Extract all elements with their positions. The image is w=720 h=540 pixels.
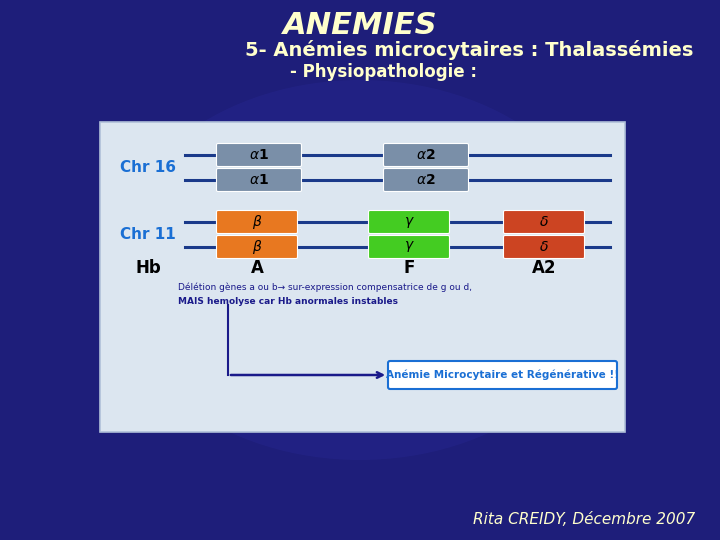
Text: $\gamma$: $\gamma$ (404, 240, 415, 254)
Text: $\alpha$2: $\alpha$2 (416, 148, 436, 162)
Text: Anémie Microcytaire et Régénérative !!: Anémie Microcytaire et Régénérative !! (386, 370, 619, 380)
Text: Rita CREIDY, Décembre 2007: Rita CREIDY, Décembre 2007 (473, 512, 695, 528)
FancyBboxPatch shape (217, 211, 297, 233)
FancyBboxPatch shape (217, 235, 297, 259)
FancyBboxPatch shape (388, 361, 617, 389)
FancyBboxPatch shape (503, 211, 585, 233)
Text: $\alpha$1: $\alpha$1 (249, 173, 269, 187)
Text: $\gamma$: $\gamma$ (404, 214, 415, 230)
Text: A: A (251, 259, 264, 277)
Text: Chr 11: Chr 11 (120, 227, 176, 242)
FancyBboxPatch shape (217, 144, 302, 166)
Text: $\alpha$1: $\alpha$1 (249, 148, 269, 162)
FancyBboxPatch shape (369, 211, 449, 233)
Text: $\beta$: $\beta$ (252, 213, 262, 231)
FancyBboxPatch shape (503, 235, 585, 259)
Text: ANEMIES: ANEMIES (283, 10, 437, 39)
Text: Chr 16: Chr 16 (120, 160, 176, 175)
Text: Délétion gènes a ou b→ sur-expression compensatrice de g ou d,: Délétion gènes a ou b→ sur-expression co… (178, 282, 472, 292)
Text: MAIS hemolyse car Hb anormales instables: MAIS hemolyse car Hb anormales instables (178, 296, 398, 306)
Text: $\alpha$2: $\alpha$2 (416, 173, 436, 187)
FancyBboxPatch shape (369, 235, 449, 259)
Text: A2: A2 (532, 259, 557, 277)
FancyBboxPatch shape (384, 144, 469, 166)
Text: F: F (403, 259, 415, 277)
Ellipse shape (110, 80, 610, 460)
FancyBboxPatch shape (384, 168, 469, 192)
Text: $\delta$: $\delta$ (539, 240, 549, 254)
Text: Hb: Hb (135, 259, 161, 277)
FancyBboxPatch shape (100, 122, 625, 432)
FancyBboxPatch shape (217, 168, 302, 192)
Text: $\delta$: $\delta$ (539, 215, 549, 229)
Text: 5- Anémies microcytaires : Thalassémies: 5- Anémies microcytaires : Thalassémies (245, 40, 693, 60)
Text: - Physiopathologie :: - Physiopathologie : (290, 63, 477, 81)
Text: $\beta$: $\beta$ (252, 238, 262, 256)
